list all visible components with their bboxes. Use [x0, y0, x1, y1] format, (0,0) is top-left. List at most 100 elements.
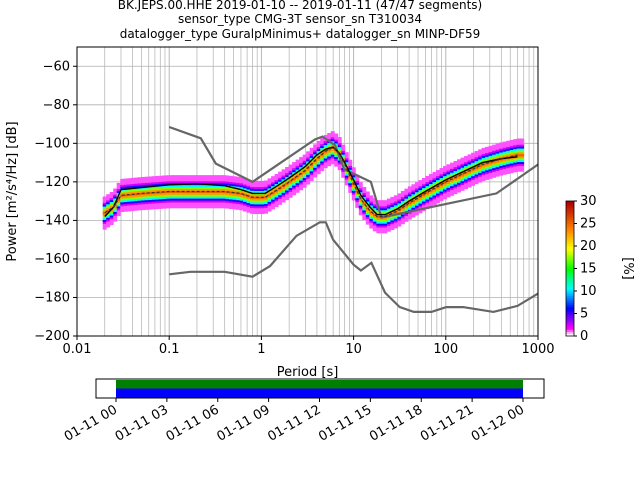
histogram-cell [337, 142, 342, 146]
histogram-cell [116, 188, 121, 192]
histogram-cell [162, 188, 167, 192]
histogram-cell [292, 164, 297, 167]
histogram-cell [421, 181, 426, 185]
histogram-cell [292, 189, 297, 192]
histogram-cell [102, 200, 107, 203]
histogram-cell [169, 190, 174, 193]
histogram-cell [197, 184, 202, 188]
histogram-cell [488, 170, 493, 174]
histogram-cell [369, 199, 374, 202]
mode-curve-line [104, 146, 518, 218]
histogram-cell [151, 203, 156, 206]
histogram-cell [499, 171, 504, 174]
histogram-cell [499, 173, 504, 176]
histogram-cell [179, 196, 184, 199]
histogram-cell [485, 158, 490, 161]
histogram-cell [229, 181, 233, 184]
histogram-cell [439, 179, 444, 182]
histogram-cell [113, 215, 118, 218]
histogram-cell [474, 154, 479, 158]
histogram-cell [502, 151, 507, 154]
histogram-cell [355, 184, 360, 187]
histogram-cell [193, 177, 198, 180]
histogram-cell [109, 197, 114, 201]
histogram-cell [506, 169, 511, 173]
histogram-cell [250, 203, 254, 207]
histogram-cell [120, 202, 125, 205]
histogram-cell [372, 217, 377, 220]
histogram-cell [144, 207, 149, 210]
histogram-cell [390, 200, 395, 204]
histogram-cell [186, 175, 191, 178]
histogram-cell [214, 186, 219, 190]
histogram-cell [221, 177, 226, 180]
histogram-cell [492, 161, 497, 165]
histogram-cell [320, 157, 325, 160]
histogram-cell [169, 194, 174, 197]
histogram-cell [236, 205, 240, 208]
histogram-cell [481, 174, 486, 178]
histogram-cell [257, 209, 261, 213]
histogram-cell [260, 207, 265, 211]
histogram-cell [407, 197, 412, 201]
histogram-cell [499, 148, 504, 151]
histogram-cell [481, 167, 486, 170]
histogram-cell [513, 169, 518, 173]
histogram-cell [278, 198, 283, 201]
histogram-cell [267, 203, 272, 206]
histogram-cell [313, 148, 318, 151]
histogram-cell [278, 173, 283, 176]
histogram-cell [257, 200, 261, 203]
histogram-cell [113, 219, 118, 222]
histogram-cell [464, 179, 468, 182]
histogram-cell [421, 199, 426, 202]
histogram-cell [379, 200, 384, 203]
histogram-cell [211, 182, 216, 186]
histogram-cell [474, 174, 479, 177]
histogram-cell [246, 204, 251, 207]
histogram-cell [134, 183, 139, 186]
histogram-cell [386, 221, 391, 225]
histogram-cell [148, 182, 153, 185]
histogram-cell [144, 205, 149, 208]
histogram-cell [446, 170, 451, 173]
histogram-cell [369, 201, 374, 204]
histogram-cell [109, 209, 114, 212]
histogram-cell [393, 202, 398, 206]
histogram-cell [323, 154, 328, 157]
colorbar-segment [566, 212, 574, 215]
histogram-cell [355, 182, 360, 185]
histogram-cell [236, 176, 240, 180]
colorbar-segment [566, 306, 574, 310]
histogram-cell [137, 183, 142, 186]
histogram-cell [204, 178, 209, 182]
histogram-cell [302, 185, 307, 188]
histogram-cell [264, 193, 268, 197]
histogram-cell [481, 176, 486, 180]
histogram-cell [341, 161, 346, 165]
histogram-cell [488, 174, 493, 177]
histogram-cell [246, 189, 251, 192]
colorbar-segment [566, 270, 574, 274]
histogram-cell [520, 138, 525, 141]
histogram-cell [302, 181, 307, 184]
histogram-cell [313, 150, 318, 153]
histogram-cell [404, 194, 409, 197]
histogram-cell [502, 166, 507, 170]
histogram-cell [295, 184, 300, 187]
histogram-cell [330, 160, 335, 163]
histogram-cell [239, 179, 244, 182]
histogram-cell [516, 144, 521, 147]
histogram-cell [509, 145, 514, 149]
histogram-cell [369, 195, 374, 198]
histogram-cell [246, 200, 251, 204]
histogram-cell [236, 199, 240, 203]
histogram-cell [421, 201, 426, 204]
histogram-cell [379, 202, 384, 205]
histogram-cell [309, 176, 314, 180]
colorbar-segment [566, 234, 574, 238]
colorbar-segment [566, 309, 574, 312]
histogram-cell [376, 221, 381, 224]
histogram-cell [221, 196, 226, 199]
histogram-cell [221, 175, 226, 178]
